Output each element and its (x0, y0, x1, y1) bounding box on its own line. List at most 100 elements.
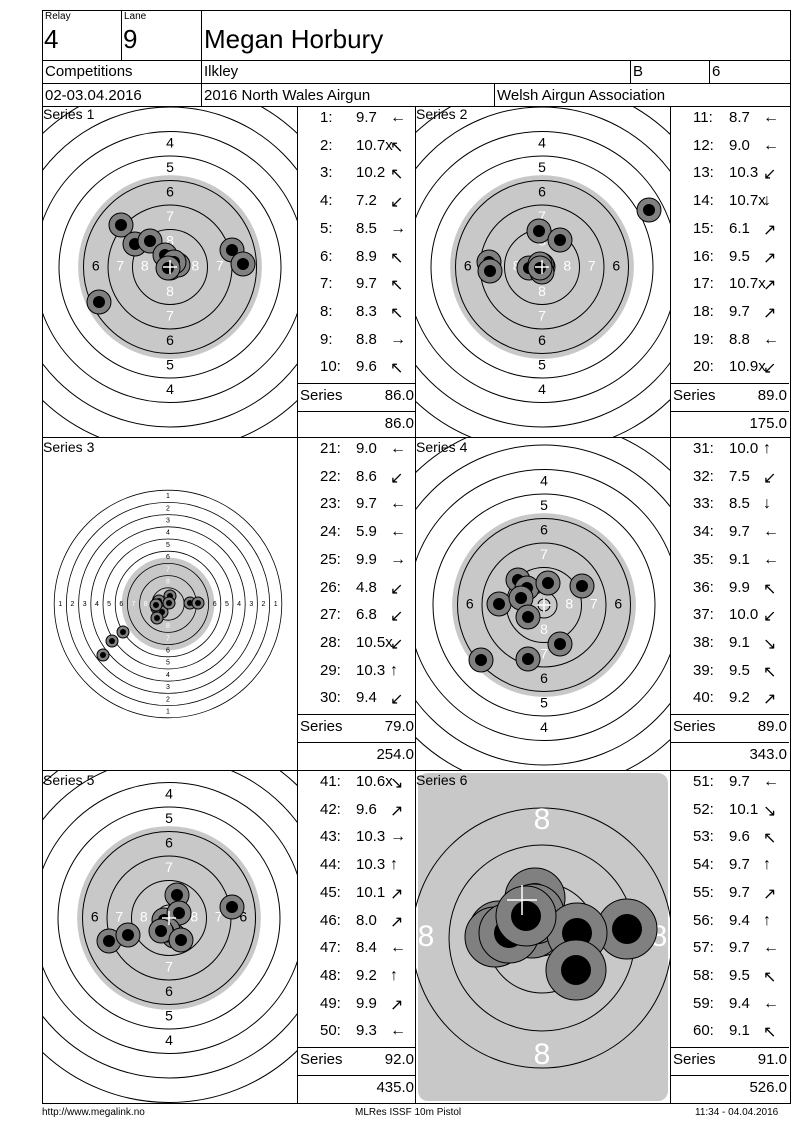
shot-number: 41: (320, 773, 341, 790)
ring-number: 6 (213, 601, 217, 608)
shot-number: 35: (693, 550, 714, 568)
ring-number: 7 (166, 208, 174, 224)
shot-center (475, 654, 487, 666)
ring (416, 469, 670, 741)
ring-number: 6 (538, 183, 546, 199)
shot-score: 10.3 (356, 661, 386, 679)
ring-number: 8 (565, 596, 573, 612)
ring-number: 4 (237, 601, 241, 608)
ring-number: 6 (540, 670, 548, 686)
shot-score: 10.7x (729, 192, 766, 210)
series-total: 89.0 (757, 387, 787, 404)
shot-score: 10.3 (356, 856, 386, 874)
ring (53, 489, 283, 719)
shot-number: 20: (693, 358, 714, 376)
shot-direction: ← (390, 495, 406, 513)
ring-number: 2 (71, 601, 75, 608)
shot-number: 55: (693, 883, 714, 901)
ring-number: 7 (166, 307, 174, 323)
ring-number: 4 (95, 601, 99, 608)
shot-number: 33: (693, 495, 714, 513)
series-label: Series (673, 718, 716, 735)
shot-score: 7.5 (729, 467, 750, 485)
shot-score: 9.7 (729, 523, 750, 541)
shot-number: 58: (693, 966, 714, 984)
shot-number: 6: (320, 247, 333, 265)
shot-center (511, 901, 541, 931)
ring-number: 3 (249, 601, 253, 608)
footer-url[interactable]: http://www.megalink.no (42, 1107, 145, 1118)
ring-number: 4 (166, 381, 174, 397)
shot-number: 2: (320, 136, 333, 154)
shot-number: 11: (693, 109, 713, 126)
ring-number: 7 (538, 307, 546, 323)
shot-number: 23: (320, 495, 341, 513)
shot-score: 6.1 (729, 219, 750, 237)
shot-direction: ↖ (763, 830, 777, 848)
shot-direction: ↗ (390, 996, 404, 1014)
ring-number: 5 (538, 159, 546, 175)
shot-number: 7: (320, 275, 333, 293)
shot-score: 8.5 (729, 495, 750, 513)
shot-score: 8.3 (356, 302, 377, 320)
ring-number: 2 (262, 601, 266, 608)
ring (66, 502, 270, 706)
shooter-name: Megan Horbury (204, 24, 384, 54)
shot-center (93, 296, 105, 308)
shot-direction: ↙ (390, 635, 404, 653)
shot-center (522, 653, 534, 665)
ring-number: 6 (464, 258, 472, 274)
shot-number: 48: (320, 966, 341, 984)
target-series-3: 11112222333344445555666677778888 (53, 489, 283, 719)
shot-direction: ↖ (390, 138, 404, 156)
shot-score: 8.9 (356, 247, 377, 265)
shot-center (237, 258, 249, 270)
ring (82, 831, 256, 1005)
shot-direction: ↓ (763, 495, 771, 513)
shot-center (103, 935, 115, 947)
shot-direction: → (390, 828, 406, 846)
ring-number: 7 (538, 208, 546, 224)
shot-direction: ↙ (390, 691, 404, 709)
cumulative-total: 435.0 (376, 1079, 414, 1096)
ring-number: 5 (540, 497, 548, 513)
shot-score: 9.7 (729, 773, 750, 790)
shot-center (195, 600, 201, 606)
shot-center (144, 235, 156, 247)
shot-score: 10.2 (356, 164, 386, 182)
shot-score: 9.2 (356, 966, 377, 984)
ring-number: 5 (538, 356, 546, 372)
ring-number: 5 (165, 810, 173, 826)
shot-score: 9.3 (356, 1022, 377, 1040)
shot-number: 29: (320, 661, 341, 679)
shot-score: 10.0 (729, 606, 759, 624)
shot-number: 42: (320, 800, 341, 818)
shot-number: 57: (693, 939, 714, 957)
shot-number: 18: (693, 302, 714, 320)
shot-score: 10.0 (729, 440, 759, 457)
shot-center (576, 580, 588, 592)
ring-number: 6 (466, 596, 474, 612)
shot-score: 9.1 (729, 550, 750, 568)
shot-direction: ↙ (390, 469, 404, 487)
shot-number: 5: (320, 219, 333, 237)
shot-score: 5.9 (356, 523, 377, 541)
target-series-4: 8888777766665544 (416, 438, 670, 770)
event-name: 2016 North Wales Airgun (204, 87, 371, 104)
ring (102, 538, 234, 670)
ring (132, 229, 208, 305)
shot-center (226, 244, 238, 256)
ring-number: 7 (116, 258, 124, 274)
shot-center (153, 602, 159, 608)
ring-number: 4 (166, 672, 170, 679)
shot-score: 10.1 (356, 883, 386, 901)
shot-score: 9.6 (356, 800, 377, 818)
ring (43, 107, 297, 428)
ring (78, 514, 258, 694)
venue: Ilkley (204, 63, 239, 80)
shot-number: 13: (693, 164, 714, 182)
shot-score: 10.9x (729, 358, 766, 376)
ring-number: 2 (166, 505, 170, 512)
shot-center (484, 265, 496, 277)
ring-number: 4 (540, 472, 548, 488)
